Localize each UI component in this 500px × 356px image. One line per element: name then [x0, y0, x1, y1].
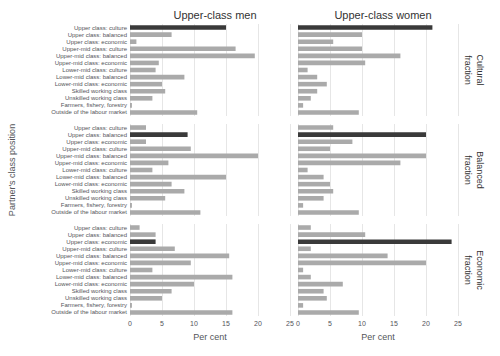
svg-text:Outside of the labour market: Outside of the labour market	[51, 209, 127, 215]
svg-text:Upper-mid class: culture: Upper-mid class: culture	[62, 146, 127, 152]
svg-text:Outside of the labour market: Outside of the labour market	[51, 109, 127, 115]
svg-text:25: 25	[454, 320, 462, 327]
svg-text:0: 0	[128, 320, 132, 327]
svg-text:Lower-mid class: balanced: Lower-mid class: balanced	[56, 274, 127, 280]
svg-text:Farmers, fishery, forestry: Farmers, fishery, forestry	[61, 202, 127, 208]
svg-text:Lower-mid class: culture: Lower-mid class: culture	[62, 167, 127, 173]
svg-text:Upper class: culture: Upper class: culture	[74, 125, 128, 131]
svg-text:Outside of the labour market: Outside of the labour market	[51, 309, 127, 315]
svg-text:Lower-mid class: economic: Lower-mid class: economic	[55, 181, 127, 187]
svg-text:0: 0	[296, 320, 300, 327]
svg-text:Farmers, fishery, forestry: Farmers, fishery, forestry	[61, 302, 127, 308]
svg-text:Skilled working class: Skilled working class	[72, 288, 127, 294]
svg-text:5: 5	[160, 320, 164, 327]
svg-text:Upper-mid class: economic: Upper-mid class: economic	[55, 260, 127, 266]
svg-text:Economic: Economic	[475, 250, 485, 290]
svg-text:Skilled working class: Skilled working class	[72, 88, 127, 94]
svg-text:Balanced: Balanced	[475, 151, 485, 189]
svg-text:10: 10	[190, 320, 198, 327]
svg-text:Lower-mid class: balanced: Lower-mid class: balanced	[56, 174, 127, 180]
svg-text:25: 25	[286, 320, 294, 327]
svg-text:15: 15	[222, 320, 230, 327]
svg-text:Upper-mid class: culture: Upper-mid class: culture	[62, 246, 127, 252]
svg-text:Upper-mid class: balanced: Upper-mid class: balanced	[56, 53, 127, 59]
svg-text:Upper class: balanced: Upper class: balanced	[68, 232, 127, 238]
svg-text:Upper-mid class: economic: Upper-mid class: economic	[55, 60, 127, 66]
svg-text:Lower-mid class: culture: Lower-mid class: culture	[62, 67, 127, 73]
svg-text:Upper class: culture: Upper class: culture	[74, 25, 128, 31]
svg-text:Upper class: economic: Upper class: economic	[66, 139, 127, 145]
svg-text:10: 10	[358, 320, 366, 327]
svg-text:Upper class: balanced: Upper class: balanced	[68, 32, 127, 38]
svg-text:Unskilled working class: Unskilled working class	[65, 295, 127, 301]
svg-text:Partner's class position: Partner's class position	[7, 124, 17, 216]
svg-text:Lower-mid class: economic: Lower-mid class: economic	[55, 281, 127, 287]
svg-text:20: 20	[254, 320, 262, 327]
svg-text:Lower-mid class: economic: Lower-mid class: economic	[55, 81, 127, 87]
svg-text:Upper class: economic: Upper class: economic	[66, 39, 127, 45]
svg-text:Skilled working class: Skilled working class	[72, 188, 127, 194]
svg-text:Upper-class men: Upper-class men	[173, 9, 256, 21]
svg-text:15: 15	[390, 320, 398, 327]
svg-text:Upper-mid class: economic: Upper-mid class: economic	[55, 160, 127, 166]
svg-text:Cultural: Cultural	[475, 54, 485, 85]
svg-text:Upper-mid class: balanced: Upper-mid class: balanced	[56, 253, 127, 259]
svg-text:20: 20	[422, 320, 430, 327]
svg-text:Per cent: Per cent	[193, 332, 227, 342]
svg-text:fraction: fraction	[463, 55, 473, 85]
svg-text:Upper-mid class: culture: Upper-mid class: culture	[62, 46, 127, 52]
svg-text:fraction: fraction	[463, 155, 473, 185]
svg-text:Lower-mid class: balanced: Lower-mid class: balanced	[56, 74, 127, 80]
svg-text:Farmers, fishery, forestry: Farmers, fishery, forestry	[61, 102, 127, 108]
svg-text:Upper class: culture: Upper class: culture	[74, 225, 128, 231]
svg-text:Upper class: economic: Upper class: economic	[66, 239, 127, 245]
svg-text:fraction: fraction	[463, 255, 473, 285]
svg-text:Unskilled working class: Unskilled working class	[65, 195, 127, 201]
svg-text:Per cent: Per cent	[361, 332, 395, 342]
svg-text:Upper-class women: Upper-class women	[334, 9, 431, 21]
svg-text:Upper-mid class: balanced: Upper-mid class: balanced	[56, 153, 127, 159]
svg-text:Unskilled working class: Unskilled working class	[65, 95, 127, 101]
svg-text:Upper class: balanced: Upper class: balanced	[68, 132, 127, 138]
svg-text:5: 5	[328, 320, 332, 327]
svg-text:Lower-mid class: culture: Lower-mid class: culture	[62, 267, 127, 273]
